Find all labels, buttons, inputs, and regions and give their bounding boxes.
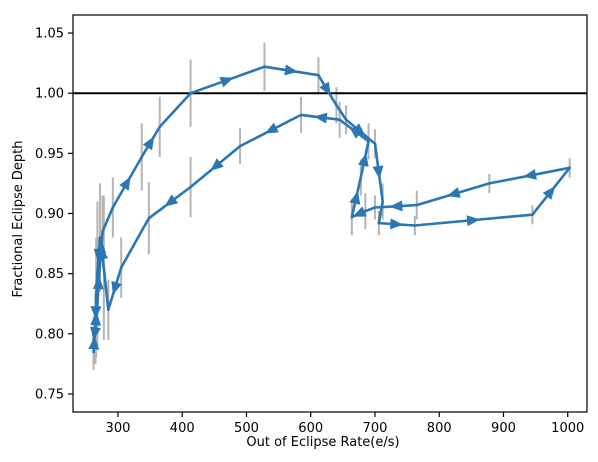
data-point-2 xyxy=(96,302,99,306)
arrow-marker-5 xyxy=(142,136,155,151)
x-tick-label-1: 400 xyxy=(170,421,195,436)
x-axis-title: Out of Eclipse Rate(e/s) xyxy=(246,435,399,450)
data-point-9 xyxy=(263,65,266,69)
data-point-11 xyxy=(335,103,338,107)
x-tick-label-0: 300 xyxy=(106,421,131,436)
arrow-marker-4 xyxy=(119,176,131,191)
y-tick-label-0: 0.75 xyxy=(35,387,64,402)
data-point-22 xyxy=(364,209,367,213)
x-tick-label-7: 1000 xyxy=(551,421,584,436)
arrow-marker-10 xyxy=(372,165,384,179)
arrow-marker-15 xyxy=(446,187,461,198)
x-tick-label-2: 500 xyxy=(234,421,259,436)
axes: 300 400 500 600 700 800 900 1000 0.75 0.80 0.85 0.9… xyxy=(35,14,588,436)
arrow-marker-17 xyxy=(352,206,367,217)
x-tick-label-4: 700 xyxy=(363,421,388,436)
data-point-14 xyxy=(381,200,384,203)
data-point-20 xyxy=(415,203,419,207)
y-tick-label-5: 1.00 xyxy=(35,87,64,102)
data-point-26 xyxy=(338,118,341,121)
data-point-35 xyxy=(96,272,99,275)
arrow-marker-23 xyxy=(210,158,224,171)
data-point-3 xyxy=(98,260,102,263)
data-point-17 xyxy=(531,213,534,217)
data-point-19 xyxy=(488,182,491,185)
data-point-6 xyxy=(140,155,144,159)
data-point-25 xyxy=(367,140,370,143)
y-tick-label-4: 0.95 xyxy=(35,147,64,162)
data-point-0 xyxy=(92,350,95,354)
data-point-32 xyxy=(107,308,110,312)
data-point-31 xyxy=(119,266,123,269)
data-point-34 xyxy=(98,236,102,239)
data-point-16 xyxy=(413,224,417,227)
data-point-21 xyxy=(373,206,377,209)
data-point-27 xyxy=(299,113,303,117)
y-tick-label-3: 0.90 xyxy=(35,207,64,222)
series-line-group xyxy=(92,65,572,354)
arrow-marker-14 xyxy=(523,169,537,180)
data-point-7 xyxy=(158,125,162,129)
y-tick-label-2: 0.85 xyxy=(35,267,64,282)
arrow-marker-11 xyxy=(390,218,404,230)
arrow-markers xyxy=(88,64,556,350)
arrow-marker-7 xyxy=(284,64,298,76)
data-point-28 xyxy=(238,144,242,148)
arrow-marker-19 xyxy=(358,153,369,167)
plot-frame xyxy=(72,14,588,413)
data-point-24 xyxy=(359,176,363,179)
arrow-marker-29 xyxy=(90,326,101,341)
x-tick-label-3: 600 xyxy=(298,421,323,436)
data-point-15 xyxy=(377,221,381,225)
arrow-marker-1 xyxy=(90,312,102,326)
arrow-marker-6 xyxy=(219,77,234,88)
arrow-marker-8 xyxy=(319,81,331,96)
arrow-marker-12 xyxy=(466,215,481,227)
arrow-marker-0 xyxy=(88,336,100,350)
data-point-36 xyxy=(94,296,98,300)
data-point-13 xyxy=(373,142,377,146)
arrow-marker-16 xyxy=(389,200,403,212)
arrow-marker-28 xyxy=(90,306,102,320)
arrow-marker-2 xyxy=(92,276,104,290)
data-point-23 xyxy=(350,215,354,219)
data-point-29 xyxy=(189,185,192,189)
arrow-marker-13 xyxy=(542,186,556,200)
data-point-10 xyxy=(317,73,320,77)
arrow-marker-24 xyxy=(164,194,179,207)
x-tick-label-6: 900 xyxy=(491,421,516,436)
data-point-18 xyxy=(568,166,571,170)
data-point-33 xyxy=(102,266,106,269)
arrow-marker-20 xyxy=(348,126,363,139)
x-tick-label-5: 800 xyxy=(427,421,452,436)
arrow-marker-27 xyxy=(93,248,105,263)
data-point-30 xyxy=(147,217,151,220)
arrow-marker-22 xyxy=(264,122,279,134)
data-point-4 xyxy=(101,230,104,233)
arrow-marker-18 xyxy=(349,190,361,205)
series-line xyxy=(92,65,572,354)
arrow-marker-25 xyxy=(111,280,122,295)
data-point-12 xyxy=(344,118,348,121)
data-point-8 xyxy=(189,91,192,95)
y-tick-label-6: 1.05 xyxy=(35,27,64,42)
y-tick-label-1: 0.80 xyxy=(35,327,64,342)
y-axis-title: Fractional Eclipse Depth xyxy=(11,141,26,298)
data-point-5 xyxy=(111,206,115,209)
arrow-marker-21 xyxy=(313,112,328,124)
